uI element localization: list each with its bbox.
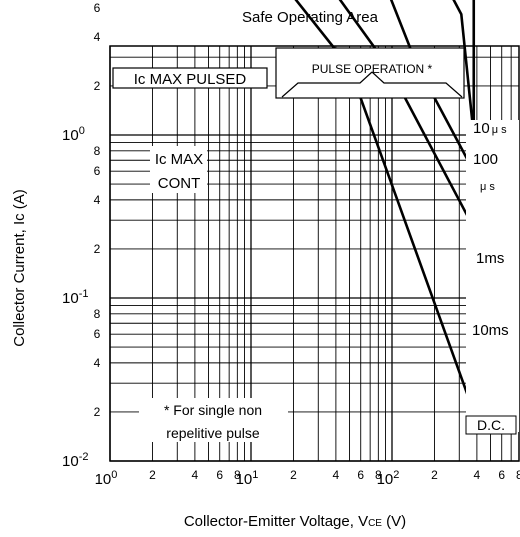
x-minor-tick-label: 4 [474, 468, 481, 482]
x-axis-label: Collector-Emitter Voltage, VCE (V) [184, 513, 406, 530]
y-minor-tick-label: 2 [94, 242, 101, 256]
x-minor-tick-label: 8 [516, 468, 520, 482]
y-minor-tick-label: 6 [94, 327, 101, 341]
x-minor-tick-label: 8 [234, 468, 241, 482]
x-minor-tick-label: 6 [357, 468, 364, 482]
y-minor-tick-label: 2 [94, 79, 101, 93]
x-minor-tick-label: 6 [216, 468, 223, 482]
y-minor-tick-label: 8 [94, 307, 101, 321]
x-tick-exponent: 0 [111, 469, 117, 481]
ic-max-cont-line1: Ic MAX [155, 151, 203, 168]
x-tick-base: 10 [236, 471, 253, 488]
label-10us-unit: μ s [492, 124, 507, 136]
chart-title: Safe Operating Area [242, 9, 379, 26]
label-dc: D.C. [477, 417, 505, 433]
y-minor-tick-label: 4 [94, 356, 101, 370]
y-tick-base: 10 [62, 453, 79, 470]
x-minor-tick-label: 2 [290, 468, 297, 482]
label-100us-value: 100 [473, 151, 498, 168]
x-axis-label-subscript: CE [368, 518, 382, 529]
y-minor-tick-label: 2 [94, 405, 101, 419]
dc-label-box [465, 415, 517, 435]
ic-max-pulsed-label: Ic MAX PULSED [134, 71, 247, 88]
y-minor-tick-label: 6 [94, 1, 101, 15]
x-tick-exponent: 2 [393, 469, 399, 481]
footnote-box [139, 398, 288, 442]
label-1ms: 1ms [476, 250, 504, 267]
x-tick-base: 10 [95, 471, 112, 488]
y-tick-label: 10-2 [62, 451, 88, 470]
x-tick-exponent: 1 [252, 469, 258, 481]
x-minor-tick-label: 4 [192, 468, 199, 482]
x-tick-base: 10 [377, 471, 394, 488]
y-minor-tick-label: 4 [94, 30, 101, 44]
label-100us-unit: μ s [480, 181, 495, 193]
soa-curve-3 [389, 0, 475, 172]
label-10us: 10 μ s [473, 120, 507, 137]
x-minor-tick-label: 4 [333, 468, 340, 482]
soa-curve-2 [452, 0, 475, 136]
y-minor-tick-label: 8 [94, 144, 101, 158]
y-tick-exponent: -2 [79, 451, 89, 463]
y-axis-label: Collector Current, Ic (A) [11, 189, 28, 347]
y-minor-tick-label: 4 [94, 193, 101, 207]
soa-curve-4 [338, 0, 475, 229]
x-minor-tick-label: 8 [375, 468, 382, 482]
right-label-band [466, 120, 519, 432]
label-10us-value: 10 [473, 120, 490, 137]
pulse-operation-label: PULSE OPERATION * [312, 62, 433, 76]
x-minor-tick-label: 6 [498, 468, 505, 482]
y-tick-exponent: -1 [79, 288, 89, 300]
x-axis-label-main: Collector-Emitter Voltage, V [184, 513, 368, 530]
soa-curve-5 [294, 0, 475, 413]
ic-max-cont-line2: CONT [158, 175, 201, 192]
footnote-line2: repelitive pulse [166, 425, 260, 441]
x-tick-label: 100 [95, 469, 118, 488]
x-tick-label: 102 [377, 469, 400, 488]
x-axis-label-unit: (V) [382, 513, 406, 530]
footnote-line1: * For single non [164, 402, 262, 418]
x-minor-tick-label: 2 [149, 468, 156, 482]
tick-labels: 10010110224682468246810-210-110010124682… [62, 1, 520, 488]
y-tick-base: 10 [62, 127, 79, 144]
label-10ms: 10ms [472, 322, 509, 339]
x-tick-label: 101 [236, 469, 259, 488]
y-tick-exponent: 0 [79, 125, 85, 137]
ic-max-cont-box [150, 146, 207, 193]
x-minor-tick-label: 2 [431, 468, 438, 482]
pulse-operation-brace [281, 71, 463, 98]
y-tick-base: 10 [62, 290, 79, 307]
y-tick-label: 10-1 [62, 288, 88, 307]
ic-max-pulsed-box [112, 67, 268, 89]
pulse-operation-box [275, 47, 465, 99]
y-tick-label: 100 [62, 125, 85, 144]
y-minor-tick-label: 6 [94, 164, 101, 178]
